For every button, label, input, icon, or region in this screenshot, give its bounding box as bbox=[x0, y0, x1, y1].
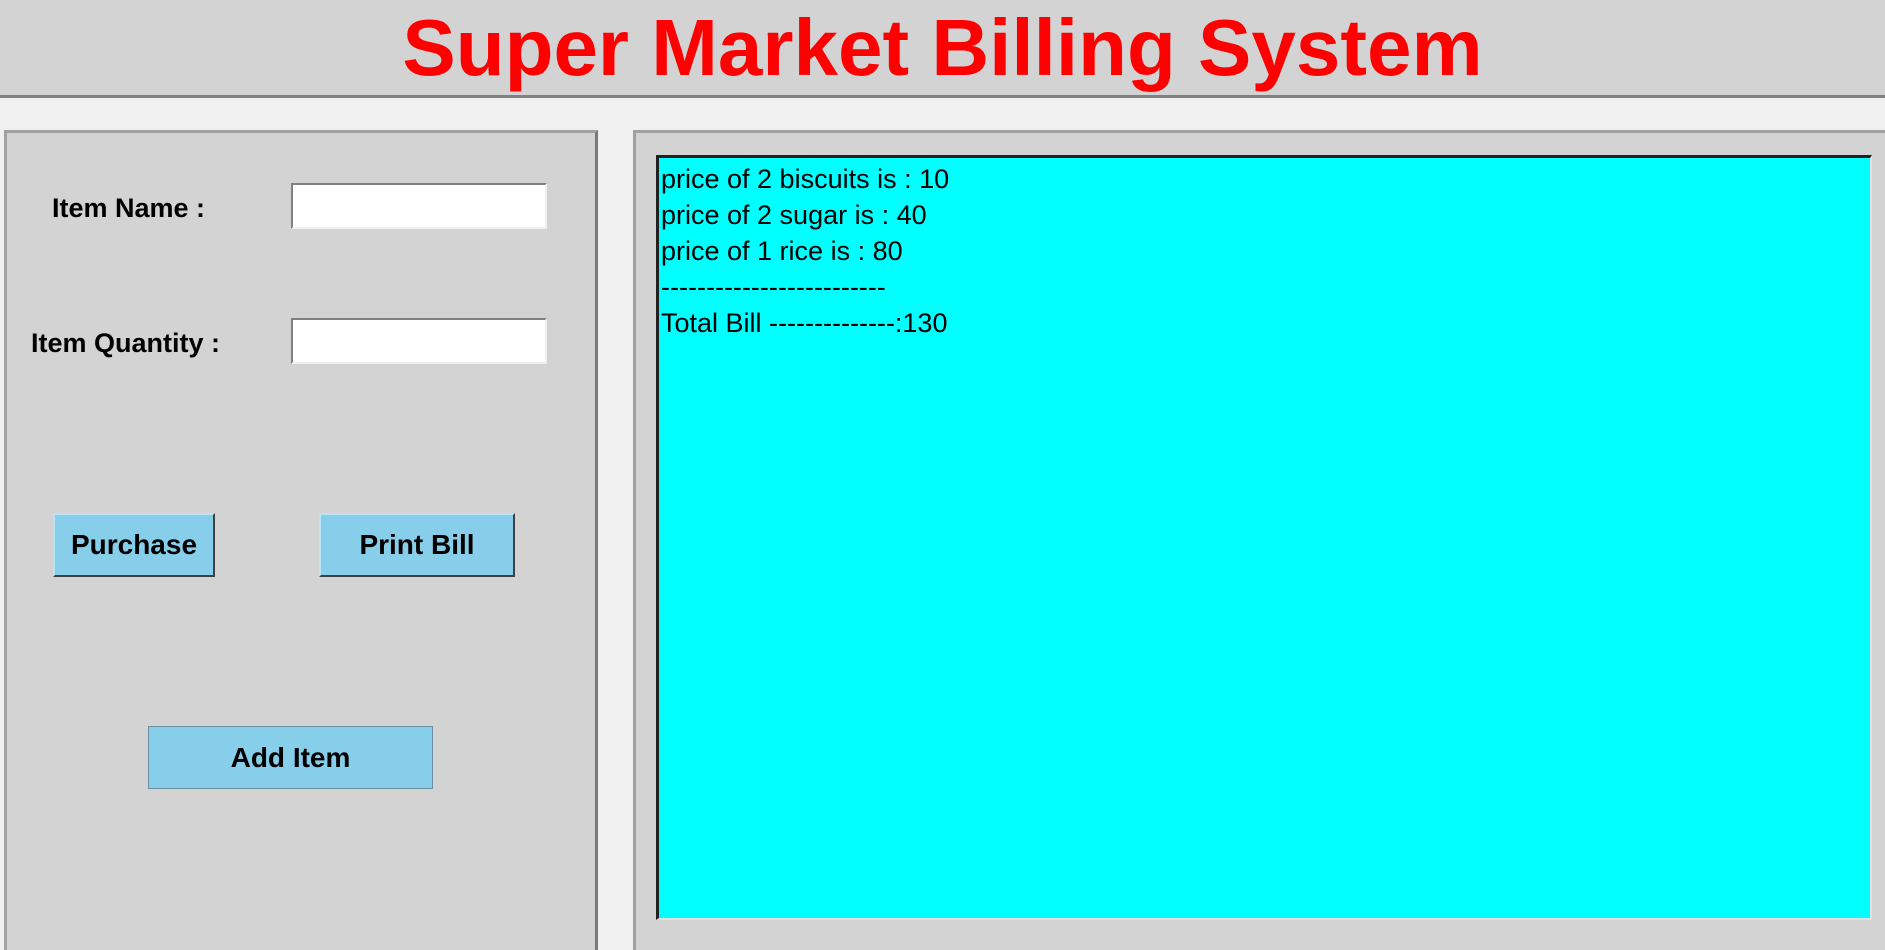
bill-panel: price of 2 biscuits is : 10 price of 2 su… bbox=[633, 130, 1885, 950]
item-name-label: Item Name : bbox=[52, 193, 206, 223]
bill-text-area[interactable]: price of 2 biscuits is : 10 price of 2 su… bbox=[656, 155, 1872, 920]
item-quantity-input[interactable] bbox=[291, 318, 547, 364]
item-quantity-label: Item Quantity : bbox=[31, 328, 221, 358]
app-title: Super Market Billing System bbox=[402, 2, 1483, 92]
item-entry-panel: Item Name : Item Quantity : Purchase Pri… bbox=[4, 130, 598, 950]
bill-line: price of 1 rice is : 80 bbox=[661, 236, 903, 266]
item-name-input[interactable] bbox=[291, 183, 547, 229]
bill-line: price of 2 sugar is : 40 bbox=[661, 200, 927, 230]
purchase-button[interactable]: Purchase bbox=[53, 513, 215, 577]
bill-line: price of 2 biscuits is : 10 bbox=[661, 164, 950, 194]
title-bar: Super Market Billing System bbox=[0, 0, 1885, 98]
print-bill-button[interactable]: Print Bill bbox=[319, 513, 515, 577]
bill-line: Total Bill --------------:130 bbox=[661, 308, 948, 338]
bill-line: ------------------------- bbox=[661, 272, 886, 302]
add-item-button[interactable]: Add Item bbox=[148, 726, 433, 789]
